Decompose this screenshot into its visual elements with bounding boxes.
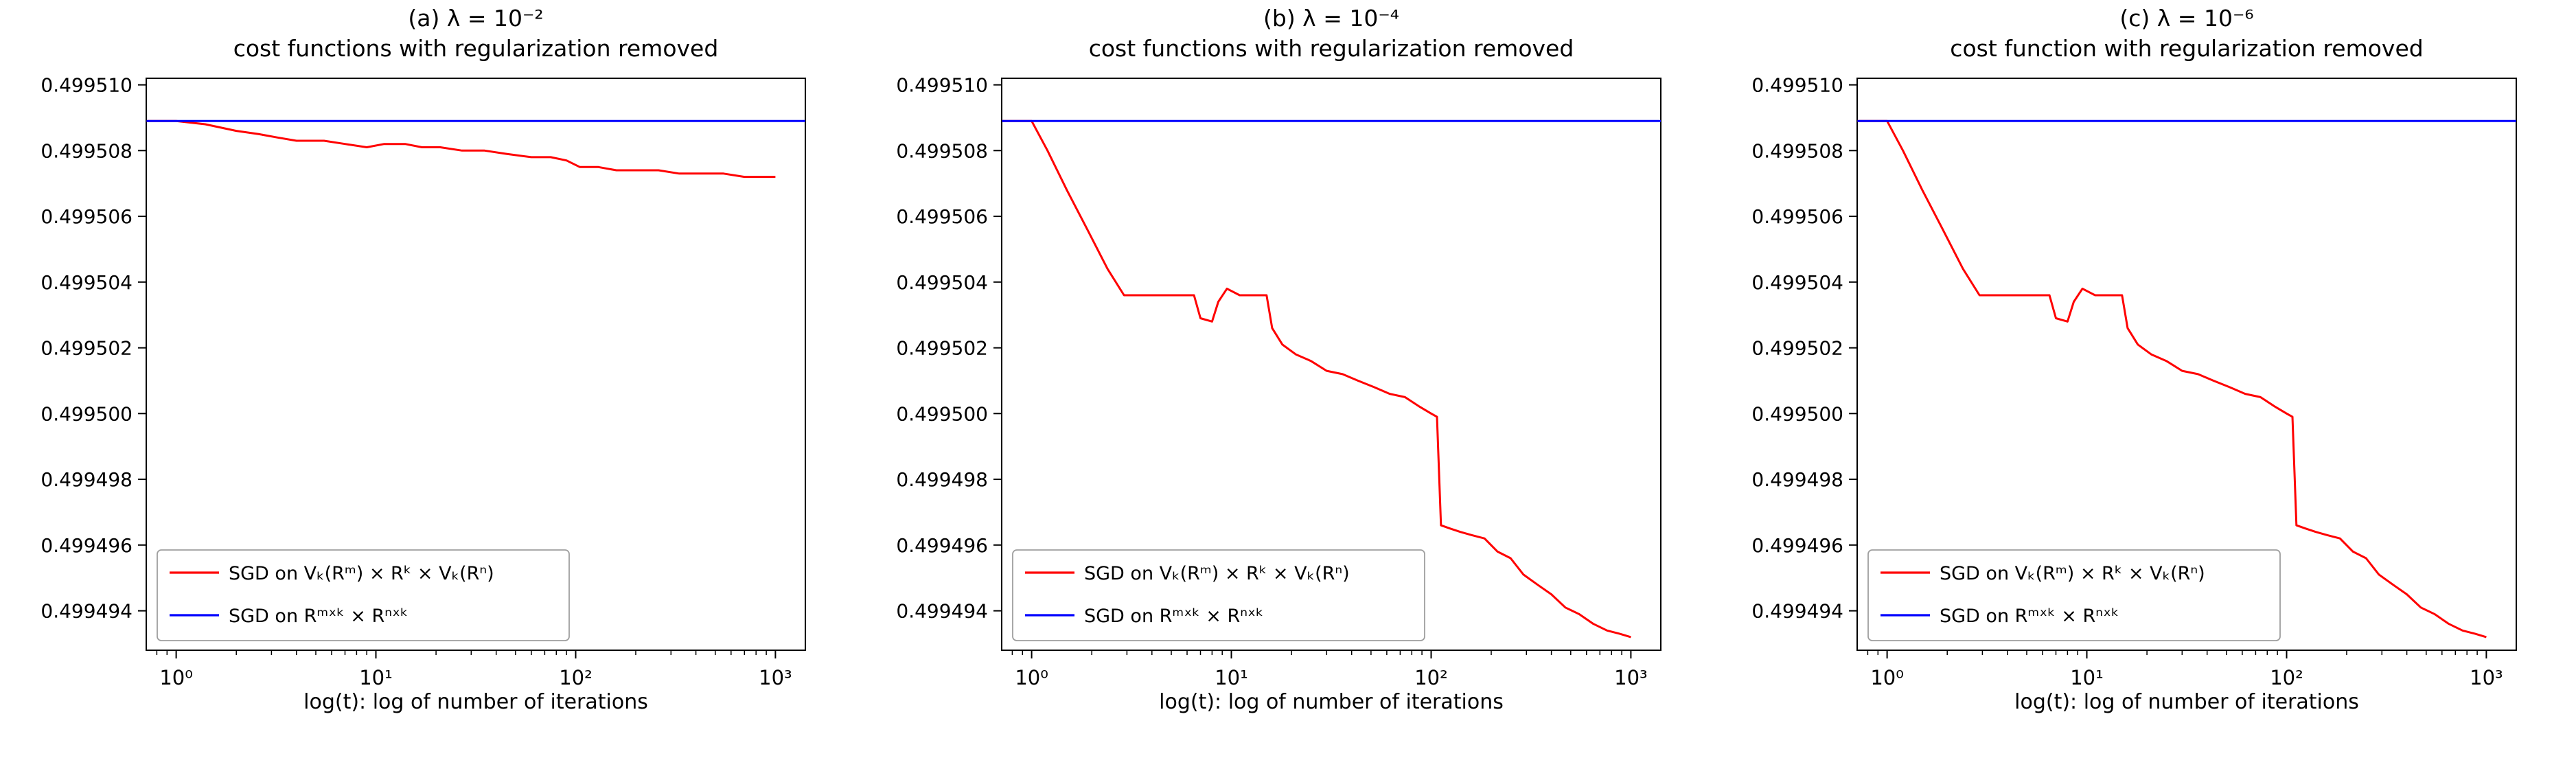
y-tick-label: 0.499494 [896,600,988,623]
subplot-b-plot-canvas: 10⁰ 10¹ 10² 10³ 0.499494 0.499496 0.499498 0.49… [896,74,1661,689]
subplot-a-x-axis-label: log(t): log of number of iterations [303,690,648,714]
subplot-c: (c) λ = 10⁻⁶ cost function with regulari… [1723,4,2554,715]
subplot-a-plot-canvas: 10⁰ 10¹ 10² 10³ 0.499494 0.499496 0.499498 0.49… [41,74,806,689]
y-tick-label: 0.499496 [41,534,133,557]
y-tick-label: 0.499500 [41,402,133,425]
y-tick-label: 0.499504 [41,271,133,294]
y-tick-label: 0.499502 [41,337,133,360]
subplot-a: (a) λ = 10⁻² cost functions with regular… [12,4,843,715]
legend-label-1: SGD on Rᵐˣᵏ × Rⁿˣᵏ [1084,606,1264,627]
subplot-c-letter-title: (c) λ = 10⁻⁶ [2119,5,2254,32]
legend-label-0: SGD on Vₖ(Rᵐ) × Rᵏ × Vₖ(Rⁿ) [1940,563,2205,584]
x-tick-label: 10⁰ [1015,666,1048,689]
y-tick-label: 0.499508 [1751,139,1843,162]
y-tick-label: 0.499506 [896,205,988,228]
subplot-a-title: cost functions with regularization remov… [233,35,719,62]
series-line-0 [1002,119,1631,639]
legend-label-1: SGD on Rᵐˣᵏ × Rⁿˣᵏ [1940,606,2119,627]
y-tick-label: 0.499494 [41,600,133,623]
y-tick-label: 0.499498 [1751,468,1843,491]
subplot-c-title: cost function with regularization remove… [1950,35,2424,62]
x-tick-label: 10² [1414,666,1448,689]
y-tick-label: 0.499510 [41,74,133,97]
x-tick-label: 10⁰ [1870,666,1904,689]
y-tick-label: 0.499500 [896,402,988,425]
y-tick-label: 0.499508 [896,139,988,162]
figure-row: (a) λ = 10⁻² cost functions with regular… [12,4,2554,715]
y-tick-label: 0.499510 [896,74,988,97]
y-tick-label: 0.499508 [41,139,133,162]
x-tick-label: 10³ [1614,666,1648,689]
y-tick-label: 0.499504 [1751,271,1843,294]
axes-spines [146,78,806,651]
legend-box [1867,549,2281,641]
x-tick-label: 10¹ [1215,666,1248,689]
y-tick-label: 0.499498 [896,468,988,491]
x-tick-label: 10³ [2470,666,2503,689]
y-tick-label: 0.499504 [896,271,988,294]
x-tick-label: 10¹ [2070,666,2104,689]
x-tick-label: 10² [559,666,593,689]
y-tick-label: 0.499496 [896,534,988,557]
y-tick-label: 0.499496 [1751,534,1843,557]
legend-label-0: SGD on Vₖ(Rᵐ) × Rᵏ × Vₖ(Rⁿ) [229,563,494,584]
legend-box [1012,549,1425,641]
y-tick-label: 0.499510 [1751,74,1843,97]
y-tick-label: 0.499502 [896,337,988,360]
subplot-b-letter-title: (b) λ = 10⁻⁴ [1263,5,1399,32]
y-tick-label: 0.499494 [1751,600,1843,623]
axes-spines [1001,78,1661,651]
series-line-0 [1857,119,2487,639]
series-line-0 [146,119,776,179]
x-tick-label: 10² [2270,666,2303,689]
x-tick-label: 10⁰ [159,666,193,689]
x-tick-label: 10¹ [359,666,393,689]
y-tick-label: 0.499506 [41,205,133,228]
subplot-b-x-axis-label: log(t): log of number of iterations [1159,690,1504,714]
subplot-c-plot-canvas: 10⁰ 10¹ 10² 10³ 0.499494 0.499496 0.499498 0.49… [1751,74,2517,689]
legend-label-0: SGD on Vₖ(Rᵐ) × Rᵏ × Vₖ(Rⁿ) [1084,563,1350,584]
y-tick-label: 0.499502 [1751,337,1843,360]
legend-label-1: SGD on Rᵐˣᵏ × Rⁿˣᵏ [229,606,409,627]
legend-box [157,549,570,641]
subplot-b: (b) λ = 10⁻⁴ cost functions with regular… [868,4,1699,715]
x-tick-label: 10³ [759,666,792,689]
subplot-b-title: cost functions with regularization remov… [1088,35,1574,62]
y-tick-label: 0.499500 [1751,402,1843,425]
y-tick-label: 0.499498 [41,468,133,491]
subplot-c-x-axis-label: log(t): log of number of iterations [2014,690,2359,714]
y-tick-label: 0.499506 [1751,205,1843,228]
axes-spines [1856,78,2517,651]
subplot-a-letter-title: (a) λ = 10⁻² [408,5,544,32]
